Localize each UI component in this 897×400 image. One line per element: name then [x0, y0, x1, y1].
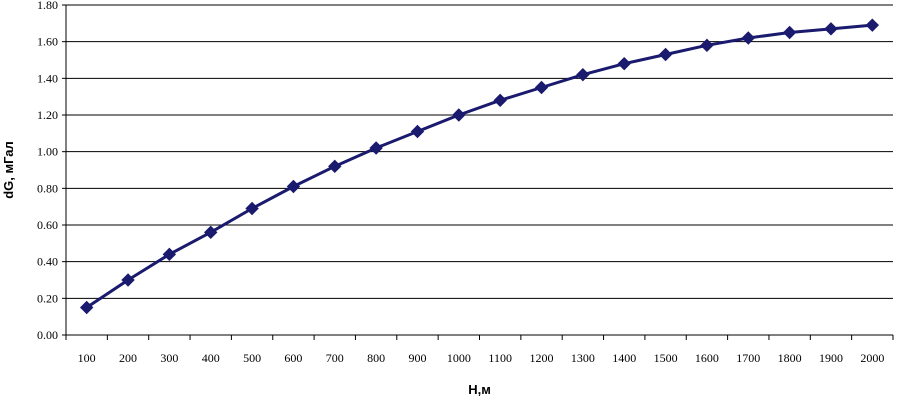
data-point-marker — [741, 31, 755, 45]
y-tick-label: 1.40 — [37, 71, 58, 85]
data-point-marker — [410, 124, 425, 139]
data-point-marker — [79, 300, 94, 315]
y-tick-label: 0.40 — [37, 255, 58, 269]
x-tick-label: 1100 — [488, 351, 512, 365]
y-tick-label: 0.20 — [37, 291, 58, 305]
data-point-marker — [824, 22, 838, 36]
y-tick-label: 0.00 — [37, 328, 58, 342]
x-tick-label: 300 — [160, 351, 178, 365]
x-tick-label: 1200 — [530, 351, 554, 365]
x-tick-label: 800 — [367, 351, 385, 365]
x-tick-label: 1300 — [571, 351, 595, 365]
series-line — [85, 23, 873, 309]
x-tick-label: 600 — [284, 351, 302, 365]
x-axis-title: H,м — [468, 382, 491, 397]
data-point-marker — [452, 108, 466, 122]
y-tick-label: 0.60 — [37, 218, 58, 232]
x-tick-label: 900 — [408, 351, 426, 365]
data-point-marker — [121, 273, 135, 287]
gridlines — [66, 4, 893, 336]
x-tick-label: 1700 — [736, 351, 760, 365]
y-tick-label: 1.00 — [37, 145, 58, 159]
x-axis: 100 200 300 400 500 600 700 800 900 1000 1100 1200 1… — [65, 334, 894, 365]
data-point-marker — [658, 47, 673, 62]
data-point-marker — [204, 225, 218, 240]
x-tick-label: 1600 — [695, 351, 719, 365]
data-point-marker — [286, 179, 301, 194]
data-point-marker — [245, 201, 259, 216]
x-tick-label: 700 — [326, 351, 344, 365]
y-tick-label: 1.60 — [37, 35, 58, 49]
x-tick-label: 400 — [202, 351, 220, 365]
x-tick-label: 100 — [78, 351, 96, 365]
x-tick-label: 1000 — [447, 351, 471, 365]
x-tick-label: 500 — [243, 351, 261, 365]
data-point-marker — [700, 38, 714, 53]
x-tick-label: 1900 — [819, 351, 843, 365]
y-tick-label: 1.80 — [37, 0, 58, 12]
data-point-marker — [534, 80, 549, 95]
data-point-marker — [162, 247, 177, 262]
series-group — [79, 18, 880, 315]
data-point-marker — [369, 141, 383, 155]
y-axis-title: dG, мГал — [1, 141, 16, 199]
y-axis: 0.00 0.20 0.40 0.60 0.80 1.00 1.20 1.40 1.60 1.80 — [37, 0, 67, 342]
x-tick-label: 2000 — [860, 351, 884, 365]
x-tick-label: 1500 — [654, 351, 678, 365]
data-point-marker — [782, 25, 797, 40]
data-point-marker — [328, 159, 342, 174]
y-tick-label: 0.80 — [37, 181, 58, 195]
x-tick-label: 1400 — [612, 351, 636, 365]
data-point-marker — [617, 56, 631, 71]
data-point-marker — [576, 67, 590, 82]
data-point-marker — [493, 93, 507, 108]
x-tick-label: 1800 — [778, 351, 802, 365]
x-tick-label: 200 — [119, 351, 137, 365]
data-point-marker — [865, 18, 880, 32]
y-tick-label: 1.20 — [37, 108, 58, 122]
